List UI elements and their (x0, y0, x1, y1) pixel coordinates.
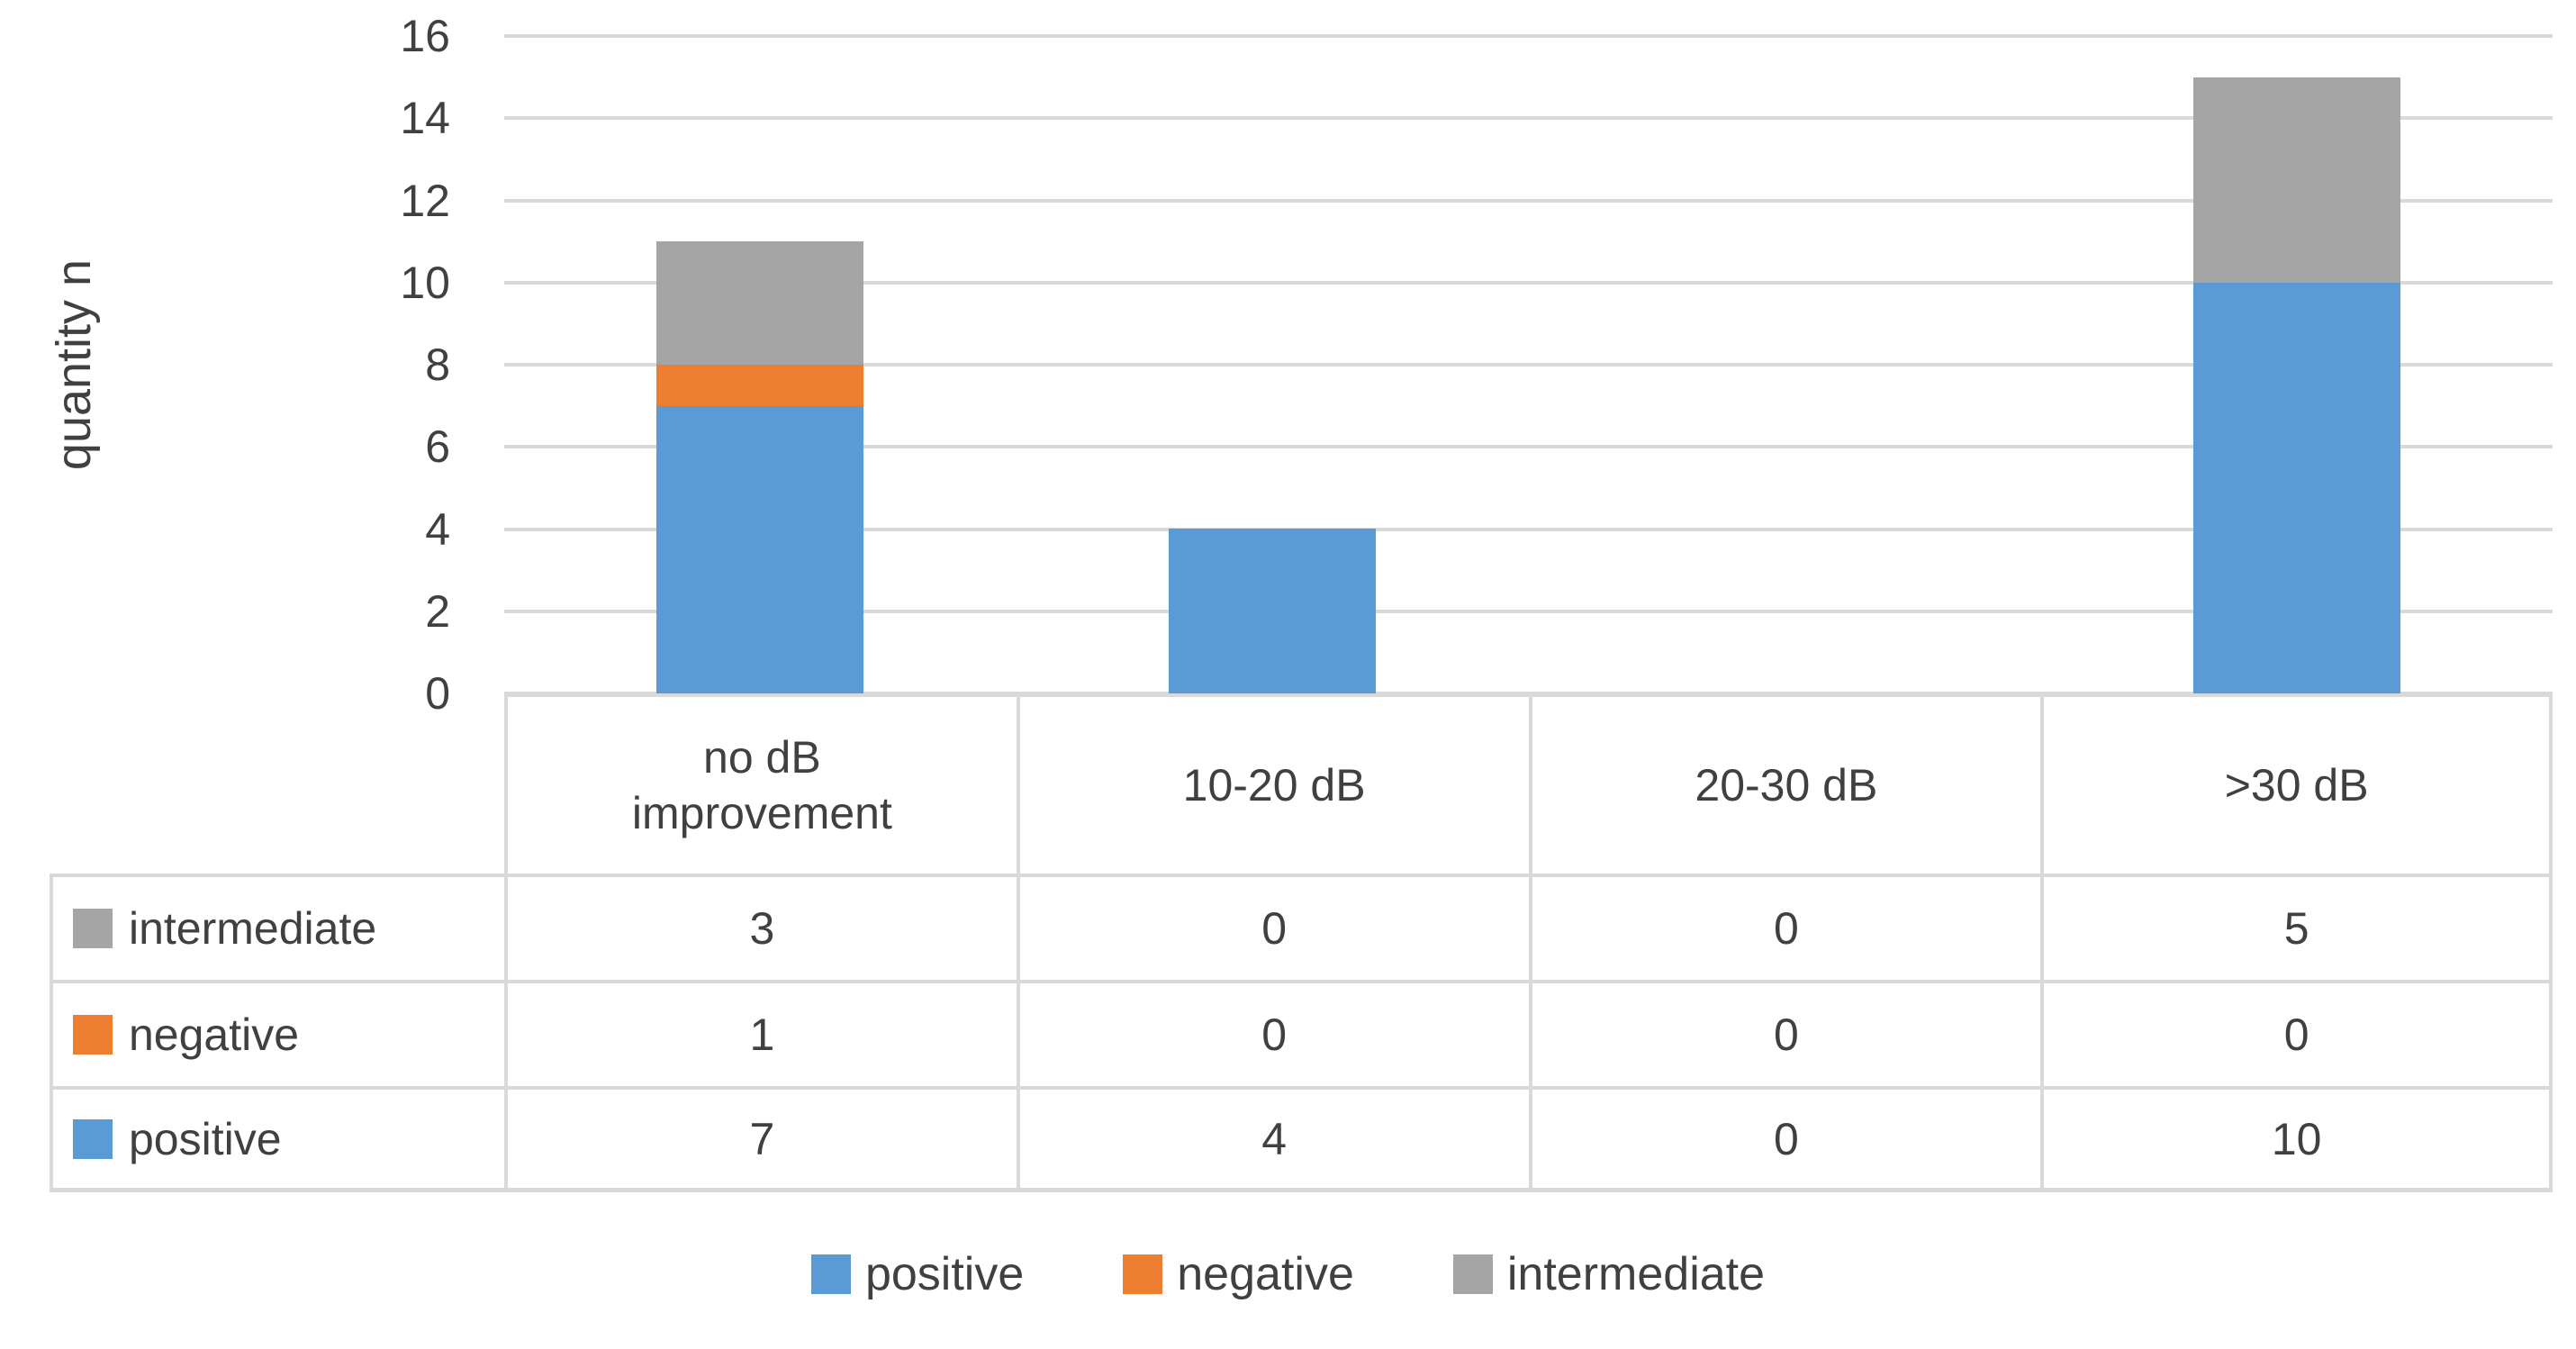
table-value-positive-2: 4 (1016, 1086, 1529, 1192)
table-value-positive-3: 0 (1528, 1086, 2041, 1192)
negative-legend-swatch-icon (1123, 1254, 1163, 1294)
y-tick-label-2: 2 (425, 585, 450, 637)
intermediate-swatch-icon (73, 909, 113, 948)
table-row-header-intermediate: intermediate (50, 874, 504, 980)
table-value-negative-2: 0 (1016, 980, 1529, 1086)
y-tick-label-8: 8 (425, 340, 450, 390)
gridline-y-2 (504, 609, 2553, 613)
table-value-negative-3: 0 (1528, 980, 2041, 1086)
gridline-y-8 (504, 363, 2553, 367)
gridline-y-14 (504, 116, 2553, 121)
bar-segment-positive-1 (656, 406, 864, 693)
legend-label-negative: negative (1177, 1248, 1354, 1300)
gridline-y-4 (504, 527, 2553, 531)
y-axis-title: quantity n (47, 258, 101, 471)
category-header-1: no dB improvement (504, 693, 1017, 874)
plot-area (504, 34, 2553, 695)
table-value-positive-1: 7 (504, 1086, 1017, 1192)
negative-swatch-icon (73, 1015, 113, 1055)
table-value-negative-4: 0 (2040, 980, 2553, 1086)
table-value-positive-4: 10 (2040, 1086, 2553, 1192)
bar-segment-negative-1 (656, 365, 864, 406)
chart-legend: positive negative intermediate (0, 1247, 2576, 1301)
table-value-negative-1: 1 (504, 980, 1017, 1086)
table-value-intermediate-1: 3 (504, 874, 1017, 980)
gridline-y-10 (504, 280, 2553, 285)
intermediate-legend-swatch-icon (1452, 1254, 1493, 1294)
bar-segment-positive-4 (2192, 283, 2400, 693)
category-header-3: 20-30 dB (1528, 693, 2041, 874)
positive-swatch-icon (73, 1118, 113, 1159)
legend-label-positive: positive (864, 1248, 1025, 1300)
y-tick-label-14: 14 (400, 93, 450, 144)
table-value-intermediate-3: 0 (1528, 874, 2041, 980)
positive-legend-swatch-icon (810, 1254, 851, 1294)
bar-segment-positive-2 (1169, 529, 1377, 693)
category-header-2: 10-20 dB (1016, 693, 1529, 874)
legend-item-negative: negative (1123, 1247, 1354, 1301)
row-label-intermediate: intermediate (129, 903, 377, 954)
table-row-header-negative: negative (50, 980, 504, 1086)
legend-item-positive: positive (810, 1247, 1025, 1301)
legend-item-intermediate: intermediate (1452, 1247, 1766, 1301)
gridline-y-12 (504, 198, 2553, 203)
y-tick-label-4: 4 (425, 503, 450, 555)
y-tick-label-6: 6 (425, 421, 450, 473)
bar-segment-intermediate-4 (2192, 77, 2400, 283)
legend-label-intermediate: intermediate (1506, 1248, 1766, 1300)
y-tick-label-0: 0 (425, 668, 450, 719)
y-tick-label-10: 10 (400, 257, 450, 308)
bar-segment-intermediate-1 (656, 241, 864, 365)
category-header-4: >30 dB (2040, 693, 2553, 874)
table-value-intermediate-2: 0 (1016, 874, 1529, 980)
table-value-intermediate-4: 5 (2040, 874, 2553, 980)
row-label-negative: negative (129, 1009, 300, 1060)
gridline-y-16 (504, 34, 2553, 38)
y-tick-label-12: 12 (400, 175, 450, 226)
chart-data-table: no dB improvement 10-20 dB 20-30 dB >30 dB i… (50, 693, 2553, 1192)
row-label-positive: positive (129, 1113, 282, 1164)
gridline-y-6 (504, 445, 2553, 449)
table-corner-blank (50, 693, 504, 874)
y-tick-label-16: 16 (400, 11, 450, 61)
table-row-header-positive: positive (50, 1086, 504, 1192)
